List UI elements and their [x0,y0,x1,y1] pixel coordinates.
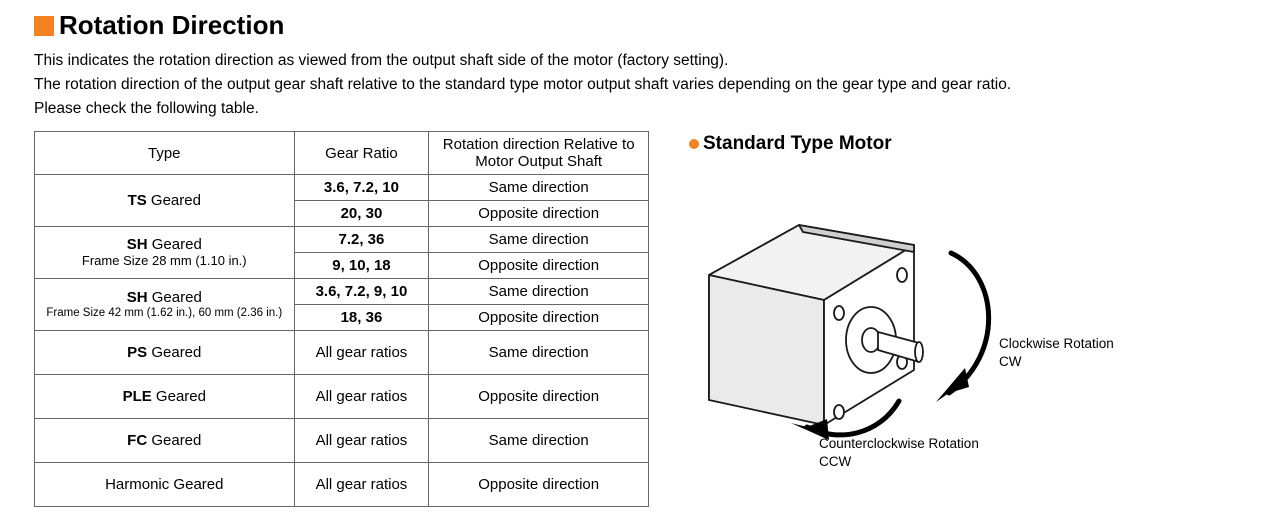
table-row: SH GearedFrame Size 28 mm (1.10 in.) 7.2… [35,227,649,253]
cell-type-fc: FC Geared [35,419,295,463]
cell-type-ts: TS Geared [35,175,295,227]
cell-ratio: 3.6, 7.2, 10 [294,175,429,201]
cw-label: Clockwise Rotation CW [999,335,1114,370]
cell-type-sh28: SH GearedFrame Size 28 mm (1.10 in.) [35,227,295,279]
cell-ratio: All gear ratios [294,375,429,419]
table-row: FC Geared All gear ratios Same direction [35,419,649,463]
motor-svg-icon [689,165,1149,465]
description-block: This indicates the rotation direction as… [34,49,1246,121]
cell-direction: Same direction [429,227,649,253]
cell-ratio: All gear ratios [294,419,429,463]
th-ratio: Gear Ratio [294,132,429,175]
table-row: PLE Geared All gear ratios Opposite dire… [35,375,649,419]
cell-ratio: All gear ratios [294,331,429,375]
cw-label-line2: CW [999,353,1114,371]
cell-ratio: 9, 10, 18 [294,253,429,279]
cell-direction: Same direction [429,175,649,201]
heading-bullet-icon [34,16,54,36]
cell-ratio: 7.2, 36 [294,227,429,253]
gear-table: Type Gear Ratio Rotation direction Relat… [34,131,649,507]
cell-direction: Same direction [429,331,649,375]
cell-direction: Opposite direction [429,305,649,331]
th-type: Type [35,132,295,175]
gear-table-wrap: Type Gear Ratio Rotation direction Relat… [34,131,649,507]
table-header-row: Type Gear Ratio Rotation direction Relat… [35,132,649,175]
th-direction: Rotation direction Relative to Motor Out… [429,132,649,175]
section-heading: Rotation Direction [34,10,1246,41]
cell-ratio: 3.6, 7.2, 9, 10 [294,279,429,305]
description-line-1: This indicates the rotation direction as… [34,49,1246,73]
cell-ratio: 18, 36 [294,305,429,331]
table-row: Harmonic Geared All gear ratios Opposite… [35,463,649,507]
content-row: Type Gear Ratio Rotation direction Relat… [34,131,1246,507]
motor-heading: Standard Type Motor [689,133,1246,155]
table-row: PS Geared All gear ratios Same direction [35,331,649,375]
bullet-dot-icon [689,139,699,149]
cell-ratio: All gear ratios [294,463,429,507]
cell-type-sh42: SH GearedFrame Size 42 mm (1.62 in.), 60… [35,279,295,331]
cell-type-ple: PLE Geared [35,375,295,419]
cell-type-harmonic: Harmonic Geared [35,463,295,507]
table-row: TS Geared 3.6, 7.2, 10 Same direction [35,175,649,201]
ccw-label-line1: Counterclockwise Rotation [819,435,979,453]
ccw-label: Counterclockwise Rotation CCW [819,435,979,470]
cell-direction: Opposite direction [429,253,649,279]
cell-direction: Opposite direction [429,463,649,507]
cw-label-line1: Clockwise Rotation [999,335,1114,353]
description-line-2: The rotation direction of the output gea… [34,73,1246,97]
cell-direction: Same direction [429,419,649,463]
cell-direction: Opposite direction [429,201,649,227]
cell-direction: Same direction [429,279,649,305]
cell-ratio: 20, 30 [294,201,429,227]
cell-direction: Opposite direction [429,375,649,419]
motor-panel: Standard Type Motor [689,131,1246,507]
ccw-label-line2: CCW [819,453,979,471]
heading-title: Rotation Direction [59,10,284,41]
cell-type-ps: PS Geared [35,331,295,375]
table-row: SH GearedFrame Size 42 mm (1.62 in.), 60… [35,279,649,305]
motor-heading-text: Standard Type Motor [703,133,892,155]
description-line-3: Please check the following table. [34,97,1246,121]
motor-diagram: Clockwise Rotation CW Counterclockwise R… [689,165,1149,465]
